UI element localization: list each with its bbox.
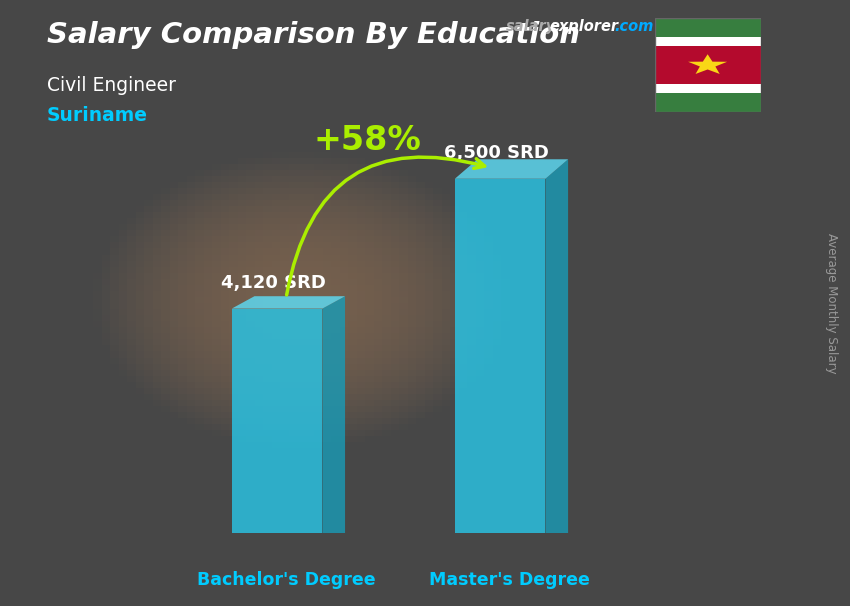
FancyArrowPatch shape [286, 157, 484, 295]
Text: +58%: +58% [314, 124, 422, 156]
Polygon shape [455, 179, 546, 533]
Polygon shape [688, 55, 727, 74]
Text: Average Monthly Salary: Average Monthly Salary [824, 233, 838, 373]
Text: Salary Comparison By Education: Salary Comparison By Education [47, 21, 580, 49]
Polygon shape [654, 47, 761, 84]
Text: salary: salary [506, 19, 556, 35]
Polygon shape [654, 84, 761, 93]
Text: Civil Engineer: Civil Engineer [47, 76, 176, 95]
Polygon shape [546, 159, 568, 533]
Text: Bachelor's Degree: Bachelor's Degree [197, 571, 376, 590]
Polygon shape [654, 18, 761, 37]
Text: Master's Degree: Master's Degree [428, 571, 590, 590]
Text: Suriname: Suriname [47, 106, 148, 125]
Polygon shape [654, 93, 761, 112]
Polygon shape [455, 159, 568, 179]
Polygon shape [654, 37, 761, 47]
Polygon shape [232, 308, 322, 533]
Text: .com: .com [615, 19, 654, 35]
Polygon shape [322, 296, 345, 533]
Polygon shape [232, 296, 345, 308]
Text: 6,500 SRD: 6,500 SRD [445, 144, 549, 162]
Text: 4,120 SRD: 4,120 SRD [221, 274, 326, 292]
Text: explorer: explorer [549, 19, 618, 35]
